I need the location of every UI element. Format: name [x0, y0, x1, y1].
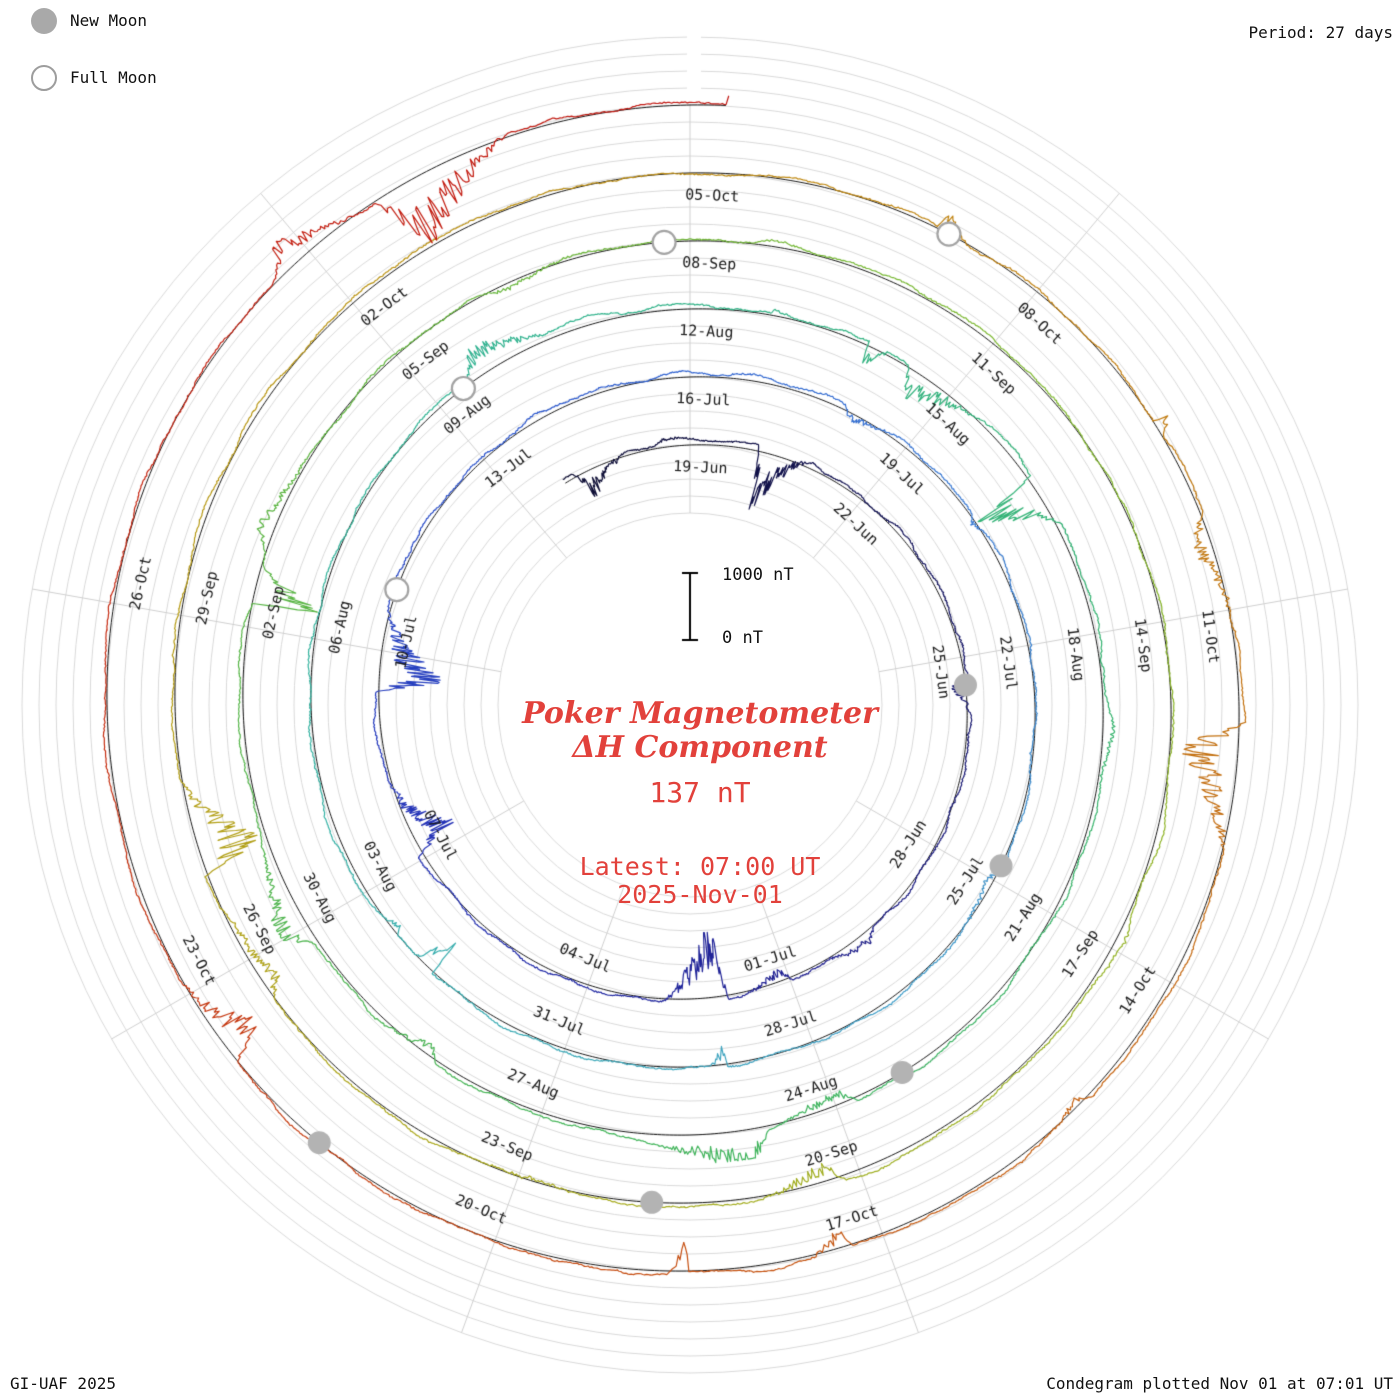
- new-moon-label: New Moon: [70, 11, 148, 30]
- legend-new-moon: New Moon: [31, 8, 147, 34]
- full-moon-icon: [31, 65, 57, 91]
- period-label: Period: 27 days: [1248, 23, 1394, 42]
- plotted-timestamp: Condegram plotted Nov 01 at 07:01 UT: [1046, 1374, 1393, 1393]
- new-moon-icon: [31, 8, 57, 34]
- legend-full-moon: Full Moon: [31, 65, 157, 91]
- full-moon-label: Full Moon: [70, 68, 157, 87]
- scale-bottom-label: 0 nT: [722, 628, 763, 648]
- scale-top-label: 1000 nT: [722, 565, 794, 585]
- credit-label: GI-UAF 2025: [10, 1374, 116, 1393]
